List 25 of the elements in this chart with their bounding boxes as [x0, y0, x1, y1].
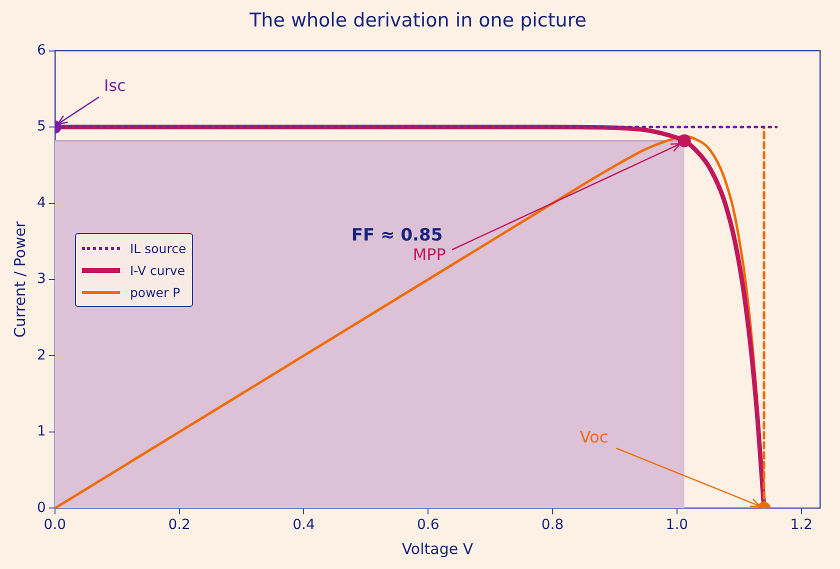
x-tick-label: 0.4: [292, 517, 315, 534]
y-axis-title: Current / Power: [10, 220, 29, 338]
x-tick-label: 0.6: [416, 517, 440, 534]
y-tick-label: 6: [36, 42, 46, 58]
x-tick-label: 1.0: [666, 517, 688, 534]
point: [678, 134, 691, 148]
y-tick-label: 1: [36, 424, 46, 440]
x-tick-label: 0.8: [541, 517, 564, 534]
annotation: Voc: [580, 427, 608, 446]
chart-title: The whole derivation in one picture: [248, 9, 586, 32]
x-axis-title: Voltage V: [402, 540, 474, 558]
legend-label: IL source: [130, 240, 186, 256]
annotation: Isc: [104, 76, 126, 96]
y-tick-label: 4: [36, 194, 46, 211]
y-tick-label: 5: [36, 118, 46, 135]
x-tick-label: 1.2: [790, 517, 812, 534]
x-tick-label: 0.2: [168, 517, 190, 534]
x-tick-label: 0.0: [44, 517, 66, 534]
y-tick-label: 3: [36, 271, 46, 288]
legend-label: I-V curve: [130, 262, 186, 278]
annotation: FF ≈ 0.85: [351, 225, 443, 246]
y-tick-label: 2: [36, 347, 46, 364]
legend-label: power P: [130, 284, 180, 300]
annotation: MPP: [412, 244, 446, 264]
y-tick-label: 0: [36, 500, 46, 516]
